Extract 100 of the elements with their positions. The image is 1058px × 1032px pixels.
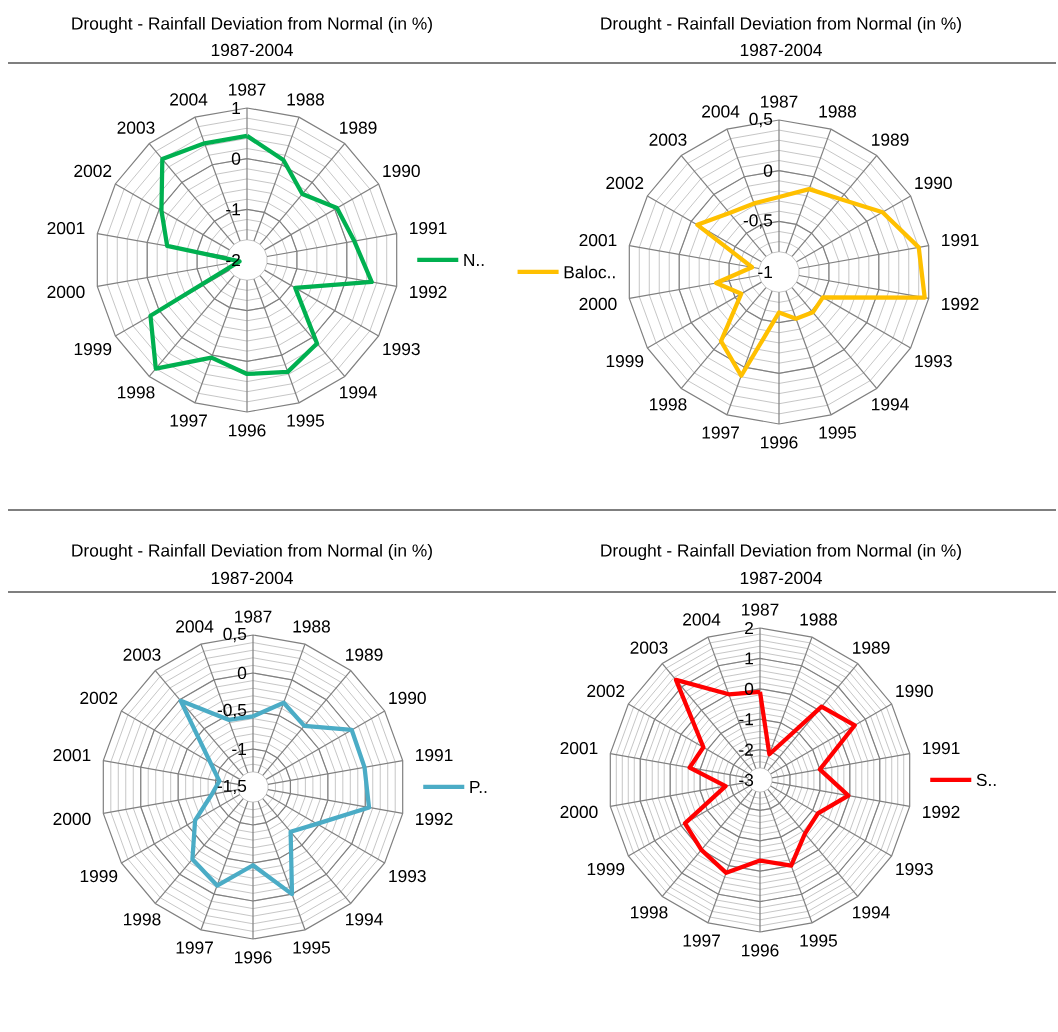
spoke-label: 1994: [340, 386, 377, 399]
y-tick-label: 2: [745, 621, 753, 635]
spoke-label: 2003: [630, 641, 668, 654]
spoke-label: 1995: [800, 934, 837, 947]
spoke-label: 2001: [579, 233, 617, 247]
spoke-label: 1991: [416, 748, 453, 762]
spoke-label: 1992: [410, 285, 447, 299]
spoke-label: 2003: [117, 121, 155, 134]
spoke-label: 1999: [80, 869, 118, 883]
spoke-label: 1992: [923, 805, 960, 819]
spoke-label: 1990: [383, 164, 420, 178]
spoke-label: 1997: [176, 941, 213, 954]
spoke-label: 2001: [53, 748, 91, 762]
spoke-label: 1996: [229, 424, 266, 437]
spoke-label: 2001: [560, 741, 598, 755]
spoke-label: 1993: [383, 342, 420, 356]
spoke-label: 1994: [872, 398, 909, 411]
spoke-label: 1995: [287, 414, 324, 427]
y-tick-label: 0: [231, 152, 241, 165]
chart-title: Drought - Rainfall Deviation from Normal (in %): [601, 543, 961, 561]
spoke-label: 1991: [923, 741, 960, 755]
spoke-label: 1989: [872, 133, 909, 146]
spoke-label: 1988: [800, 613, 837, 626]
y-tick-label: 0,5: [223, 627, 247, 643]
y-tick-label: 0,5: [749, 112, 773, 128]
spoke-label: 1989: [346, 648, 383, 661]
spoke-label: 1992: [942, 297, 979, 311]
y-tick-label: 0: [763, 164, 773, 177]
y-tick-label: 1: [745, 652, 754, 665]
spoke-label: 1999: [587, 862, 625, 876]
y-tick-label: -0,5: [217, 703, 247, 719]
spoke-label: 1999: [74, 342, 112, 356]
spoke-label: 1993: [389, 869, 426, 883]
spoke-label: 1998: [124, 913, 161, 926]
y-tick-label: -1: [758, 266, 772, 278]
spoke-label: 2002: [587, 684, 625, 698]
spoke-label: 1996: [761, 436, 798, 449]
spoke-label: 1998: [118, 386, 155, 399]
spoke-label: 1987: [235, 610, 272, 623]
y-tick-label: -1,5: [217, 779, 247, 795]
chart-title: Drought - Rainfall Deviation from Normal (in %): [72, 16, 432, 34]
spoke-label: 1995: [819, 426, 856, 439]
spoke-label: 1990: [389, 691, 426, 705]
spoke-label: 1997: [170, 414, 207, 427]
spoke-label: 1990: [896, 684, 933, 698]
y-tick-label: -3: [739, 773, 754, 787]
legend-label: P..: [470, 781, 487, 793]
chart-title: Drought - Rainfall Deviation from Normal (in %): [72, 543, 432, 561]
spoke-label: 1988: [819, 105, 856, 118]
spoke-label: 2000: [560, 805, 598, 819]
spoke-label: 1991: [410, 221, 447, 235]
spoke-label: 1989: [853, 641, 890, 654]
spoke-label: 1997: [702, 426, 739, 439]
spoke-label: 2003: [649, 133, 687, 146]
y-tick-label: -2: [739, 743, 753, 756]
spoke-label: 1993: [915, 354, 952, 368]
spoke-label: 1987: [742, 603, 779, 616]
chart-subtitle: 1987-2004: [211, 43, 293, 57]
spoke-label: 2002: [80, 691, 118, 705]
spoke-label: 2004: [683, 613, 721, 626]
spoke-label: 1993: [896, 862, 933, 876]
legend-label: S..: [976, 773, 996, 787]
spoke-label: 1992: [416, 812, 453, 826]
spoke-label: 1988: [293, 620, 330, 633]
spoke-label: 1998: [650, 398, 687, 411]
spoke-label: 1989: [340, 121, 377, 134]
y-tick-label: -1: [226, 203, 241, 216]
spoke-label: 1995: [293, 941, 330, 954]
chart-title: Drought - Rainfall Deviation from Normal (in %): [601, 16, 961, 34]
y-tick-label: 0: [237, 666, 247, 680]
legend-label: Baloc..: [564, 265, 615, 279]
spoke-label: 1997: [683, 934, 720, 947]
spoke-label: 2001: [47, 221, 85, 235]
spoke-label: 1998: [631, 906, 668, 919]
y-tick-label: -1: [232, 743, 247, 755]
y-tick-label: -1: [739, 713, 754, 726]
spoke-label: 1988: [287, 93, 324, 106]
legend-label: N..: [464, 254, 484, 266]
chart-subtitle: 1987-2004: [740, 571, 822, 585]
spoke-label: 1991: [942, 233, 979, 247]
spoke-label: 2004: [176, 620, 214, 633]
spoke-label: 1994: [346, 913, 383, 926]
chart-subtitle: 1987-2004: [740, 43, 822, 57]
spoke-label: 1990: [915, 176, 952, 190]
spoke-label: 2000: [47, 285, 85, 299]
chart-subtitle: 1987-2004: [211, 571, 293, 585]
spoke-label: 2000: [579, 297, 617, 311]
y-tick-label: 1: [232, 102, 241, 114]
spoke-label: 2003: [123, 648, 161, 661]
spoke-label: 2000: [53, 812, 91, 826]
spoke-label: 1987: [761, 95, 798, 108]
spoke-label: 2002: [606, 176, 644, 190]
spoke-label: 1996: [235, 951, 272, 964]
spoke-label: 2002: [74, 164, 112, 178]
spoke-label: 2004: [170, 93, 208, 106]
spoke-label: 1987: [229, 83, 266, 96]
y-tick-label: -0,5: [743, 214, 773, 229]
spoke-label: 1994: [853, 906, 890, 919]
spoke-label: 1999: [606, 354, 644, 368]
spoke-label: 2004: [702, 105, 740, 118]
